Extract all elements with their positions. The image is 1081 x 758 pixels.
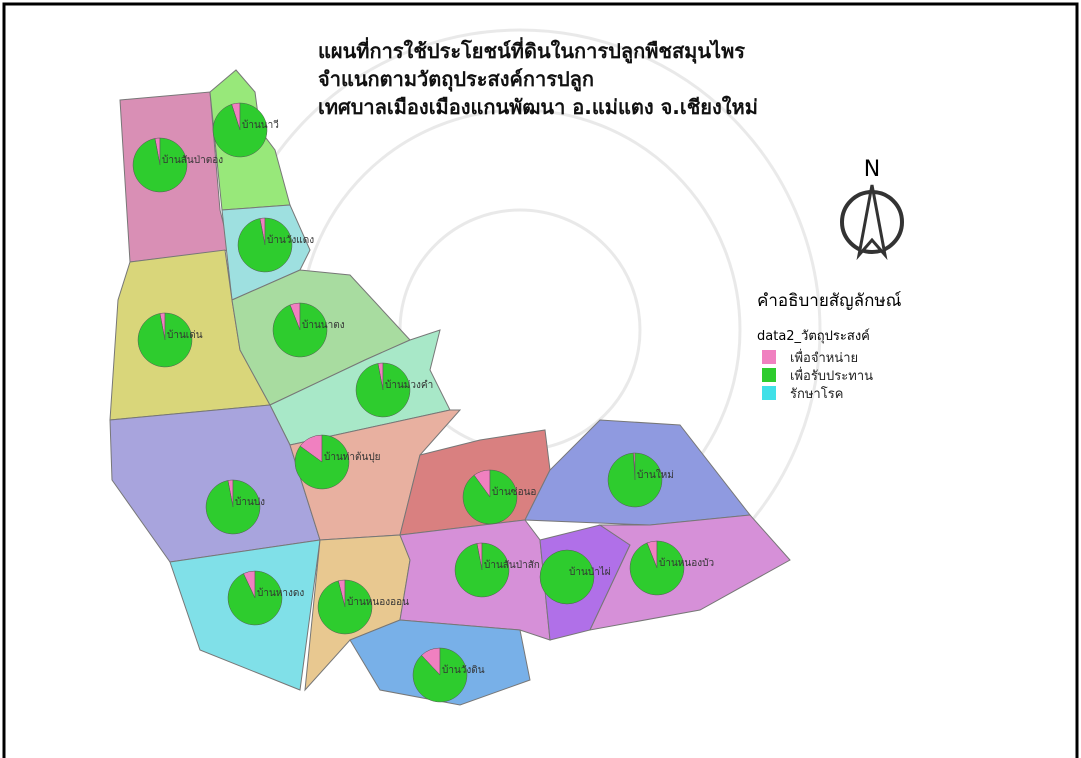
pie-slice: [454, 542, 510, 598]
pie-slice: [317, 579, 373, 635]
village-label: บ้านซ่อนอ: [492, 486, 536, 498]
pie-slice: [137, 312, 193, 368]
pie-slice: [462, 469, 518, 525]
legend-label: รักษาโรค: [790, 386, 843, 402]
village-label: บ้านสันป่าตอง: [162, 154, 223, 166]
legend-swatch: [762, 368, 776, 382]
village-label: บ้านท่าต้นปุย: [324, 451, 381, 463]
pie-slice: [212, 102, 268, 158]
legend-title: คำอธิบายสัญลักษณ์: [757, 291, 902, 311]
village-label: บ้านใหม่: [637, 469, 674, 481]
title-line: เทศบาลเมืองเมืองแกนพัฒนา อ.แม่แตง จ.เชีย…: [318, 95, 758, 119]
village-label: บ้านหนองออน: [347, 596, 409, 608]
legend-label: เพื่อรับประทาน: [790, 367, 873, 384]
north-arrow: N: [840, 157, 904, 261]
legend-swatch: [762, 350, 776, 364]
village-label: บ้านม่วงคำ: [385, 379, 433, 391]
pie-slice: [355, 362, 411, 418]
village-label: บ้านหนองบัว: [659, 557, 714, 569]
legend-label: เพื่อจำหน่าย: [790, 349, 858, 366]
legend-subtitle: data2_วัตถุประสงค์: [757, 328, 870, 344]
region: [589, 514, 791, 631]
pie-slice: [227, 570, 283, 626]
title-line: แผนที่การใช้ประโยชน์ที่ดินในการปลูกพืชสม…: [318, 36, 745, 65]
village-label: บ้านนาตง: [302, 319, 345, 331]
pie-slice: [607, 452, 663, 508]
pie-slice: [205, 479, 261, 535]
pie-slice: [412, 647, 468, 703]
village-label: บ้านวังแดง: [267, 234, 314, 246]
pie-slice: [272, 302, 328, 358]
village-label: บ้านสันป่าสัก: [484, 559, 540, 571]
title-line: จำแนกตามวัตถุประสงค์การปลูก: [318, 67, 594, 93]
north-label: N: [864, 157, 880, 182]
pie-slice: [539, 549, 595, 605]
pie-slice: [294, 434, 350, 490]
village-label: บ้านป่าไผ่: [569, 566, 611, 578]
pie-slice: [237, 217, 293, 273]
pies: บ้านสันป่าตองบ้านนาวีบ้านวังแดงบ้านเด่นบ…: [132, 102, 714, 703]
pie-slice: [629, 540, 685, 596]
village-label: บ้านหางดง: [257, 587, 304, 599]
pie-slice: [132, 137, 188, 193]
village-label: บ้านเด่น: [167, 329, 203, 341]
village-label: บ้านนาวี: [242, 119, 279, 131]
village-label: บ้านปง: [235, 496, 265, 508]
legend-swatch: [762, 386, 776, 400]
village-label: บ้านวังดิน: [442, 664, 485, 676]
